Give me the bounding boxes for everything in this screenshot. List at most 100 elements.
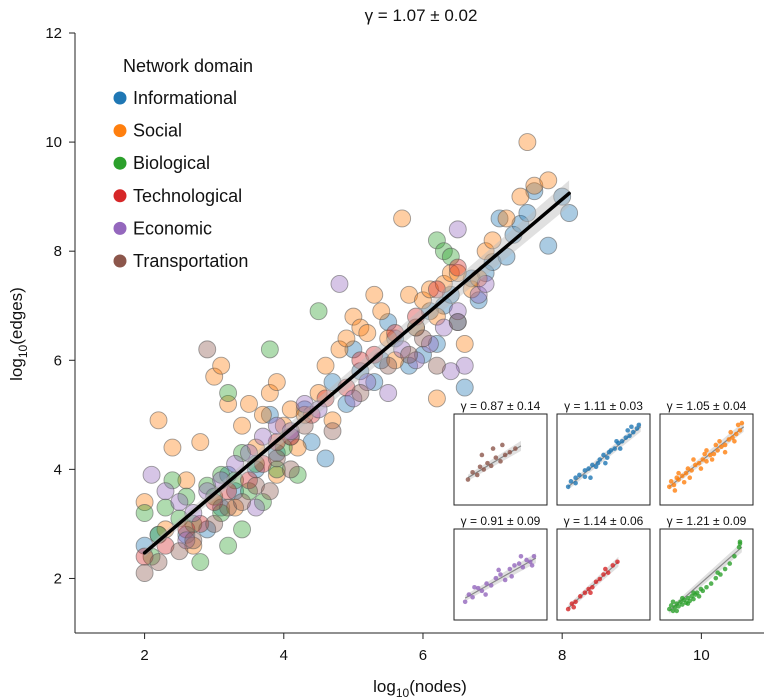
inset-point [726,437,732,442]
inset-point [509,574,514,579]
inset-point [614,439,619,444]
inset-point [727,561,733,566]
inset-point [601,572,606,577]
inset-point [610,563,616,568]
data-point-social [372,302,391,321]
inset-point [481,467,487,472]
inset-point [568,479,574,484]
inset-point [595,460,601,466]
legend-label-transportation: Transportation [133,251,248,271]
inset-title: γ = 1.21 ± 0.09 [667,514,747,528]
data-point-biological [260,340,279,359]
inset-point [629,424,634,430]
inset-point [573,475,578,481]
inset-point [739,420,745,426]
inset-point [479,588,485,594]
data-point-informational [323,373,342,392]
inset-point [531,554,537,559]
inset-point [577,472,582,478]
inset-point [691,596,696,602]
inset-panel: γ = 1.05 ± 0.04 [659,399,754,506]
y-axis-label-sub: 10 [16,344,30,358]
data-point-social [476,242,495,261]
inset-point [709,457,715,462]
data-point-biological [198,476,217,495]
inset-title: γ = 1.14 ± 0.06 [564,514,644,528]
data-point-economic [448,302,467,321]
data-point-economic [434,318,453,337]
data-point-social [330,340,349,359]
data-point-social [539,171,558,190]
inset-point [685,601,691,606]
data-point-social [233,416,251,435]
inset-point [488,463,494,469]
inset-point [597,576,603,582]
inset-point [590,462,595,468]
data-point-informational [427,334,446,353]
inset-point [700,588,706,594]
data-point-technological [177,520,196,539]
legend-marker-technological [113,189,127,203]
data-point-social [414,291,432,310]
data-point-informational [379,313,398,332]
data-points [135,133,579,582]
data-point-transportation [351,384,370,402]
inset-point [719,444,724,450]
x-tick-label: 2 [140,647,148,664]
data-point-technological [448,258,467,277]
data-point-transportation [448,313,467,332]
data-point-biological [163,471,182,490]
data-point-transportation [198,340,217,359]
inset-point [694,590,700,595]
inset-point [617,446,623,451]
y-tick-label: 6 [54,352,62,369]
data-point-economic [253,427,272,446]
data-point-transportation [281,460,300,479]
data-point-economic [476,274,495,293]
inset-title: γ = 1.11 ± 0.03 [564,399,643,413]
inset-point [513,446,518,451]
data-point-social [205,367,224,386]
x-tick-label: 8 [558,647,566,664]
x-tick-label: 6 [419,647,427,664]
data-point-social [191,433,210,452]
inset-point [612,446,617,451]
legend-label-informational: Informational [133,88,237,108]
inset-point [573,480,578,486]
inset-point [732,554,737,559]
x-tick-label: 4 [280,647,288,664]
data-point-economic [226,454,245,473]
y-tick-label: 12 [45,25,62,42]
inset-point [704,448,709,453]
inset-point [606,449,612,455]
inset-panel: γ = 1.21 ± 0.09 [659,514,754,621]
data-point-social [497,209,516,228]
data-point-social [281,400,300,419]
inset-point [488,583,494,588]
inset-point [722,449,728,455]
inset-point [634,426,640,431]
data-point-informational [469,291,488,310]
inset-point [713,575,719,581]
inset-point [588,590,593,595]
data-point-economic [295,394,314,413]
inset-point [681,479,687,485]
inset-point [693,462,698,468]
data-point-biological [267,460,286,479]
inset-point [619,439,625,444]
data-point-economic [455,356,474,375]
data-point-transportation [170,542,189,561]
inset-point [604,455,610,460]
data-point-transportation [427,356,446,375]
x-axis-label: log10(nodes) [373,677,467,699]
inset-point [676,470,681,476]
inset-point [707,452,713,458]
x-axis-label-sub: 10 [396,686,410,699]
inset-point [484,581,489,586]
data-point-informational [525,182,544,201]
inset-point [470,469,475,475]
inset-point [670,608,676,614]
inset-point [636,422,642,428]
data-point-biological [219,536,238,555]
inset-point [737,541,743,546]
